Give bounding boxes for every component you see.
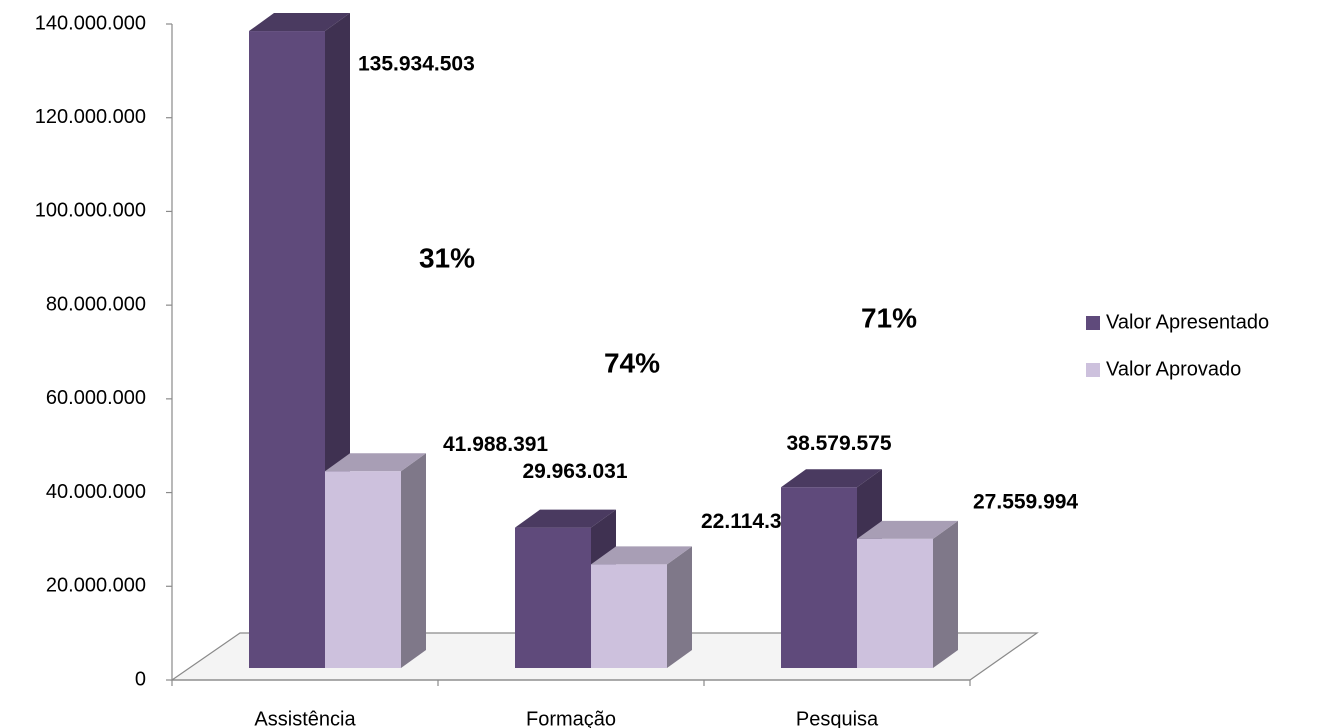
data-label: 22.114.322 bbox=[701, 510, 805, 533]
annotation: 74% bbox=[604, 347, 660, 378]
y-tick-label: 60.000.000 bbox=[46, 387, 146, 409]
data-label: 41.988.391 bbox=[443, 433, 548, 456]
bar-top bbox=[781, 469, 882, 488]
bar bbox=[515, 527, 591, 668]
y-tick-label: 100.000.000 bbox=[35, 200, 146, 222]
bar-top bbox=[325, 453, 426, 472]
y-tick-label: 120.000.000 bbox=[35, 106, 146, 128]
x-tick-label: Formação bbox=[526, 708, 616, 728]
bar-side bbox=[933, 520, 958, 668]
bar bbox=[591, 564, 667, 668]
bar bbox=[325, 471, 401, 668]
annotation: 31% bbox=[419, 242, 475, 273]
bar-top bbox=[515, 509, 616, 528]
y-tick-label: 40.000.000 bbox=[46, 481, 146, 503]
bar-top bbox=[249, 13, 350, 32]
data-label: 29.963.031 bbox=[522, 460, 627, 483]
data-label: 27.559.994 bbox=[973, 490, 1078, 513]
bar bbox=[781, 487, 857, 668]
legend-swatch bbox=[1086, 316, 1100, 330]
y-tick-label: 140.000.000 bbox=[35, 12, 146, 34]
y-tick-label: 0 bbox=[135, 668, 146, 690]
annotation: 71% bbox=[861, 302, 917, 333]
data-label: 135.934.503 bbox=[358, 53, 475, 76]
y-tick-label: 80.000.000 bbox=[46, 293, 146, 315]
legend-label: Valor Apresentado bbox=[1106, 311, 1269, 333]
bar-top bbox=[591, 546, 692, 565]
data-label: 38.579.575 bbox=[786, 432, 891, 455]
x-tick-label: Pesquisa bbox=[796, 708, 879, 728]
y-tick-label: 20.000.000 bbox=[46, 575, 146, 597]
bar-top bbox=[857, 520, 958, 539]
bar-side bbox=[401, 453, 426, 668]
bar bbox=[249, 31, 325, 669]
bar bbox=[857, 538, 933, 668]
legend-swatch bbox=[1086, 363, 1100, 377]
bar-side bbox=[667, 546, 692, 668]
x-tick-label: Assistência bbox=[254, 708, 356, 728]
legend-label: Valor Aprovado bbox=[1106, 358, 1241, 380]
